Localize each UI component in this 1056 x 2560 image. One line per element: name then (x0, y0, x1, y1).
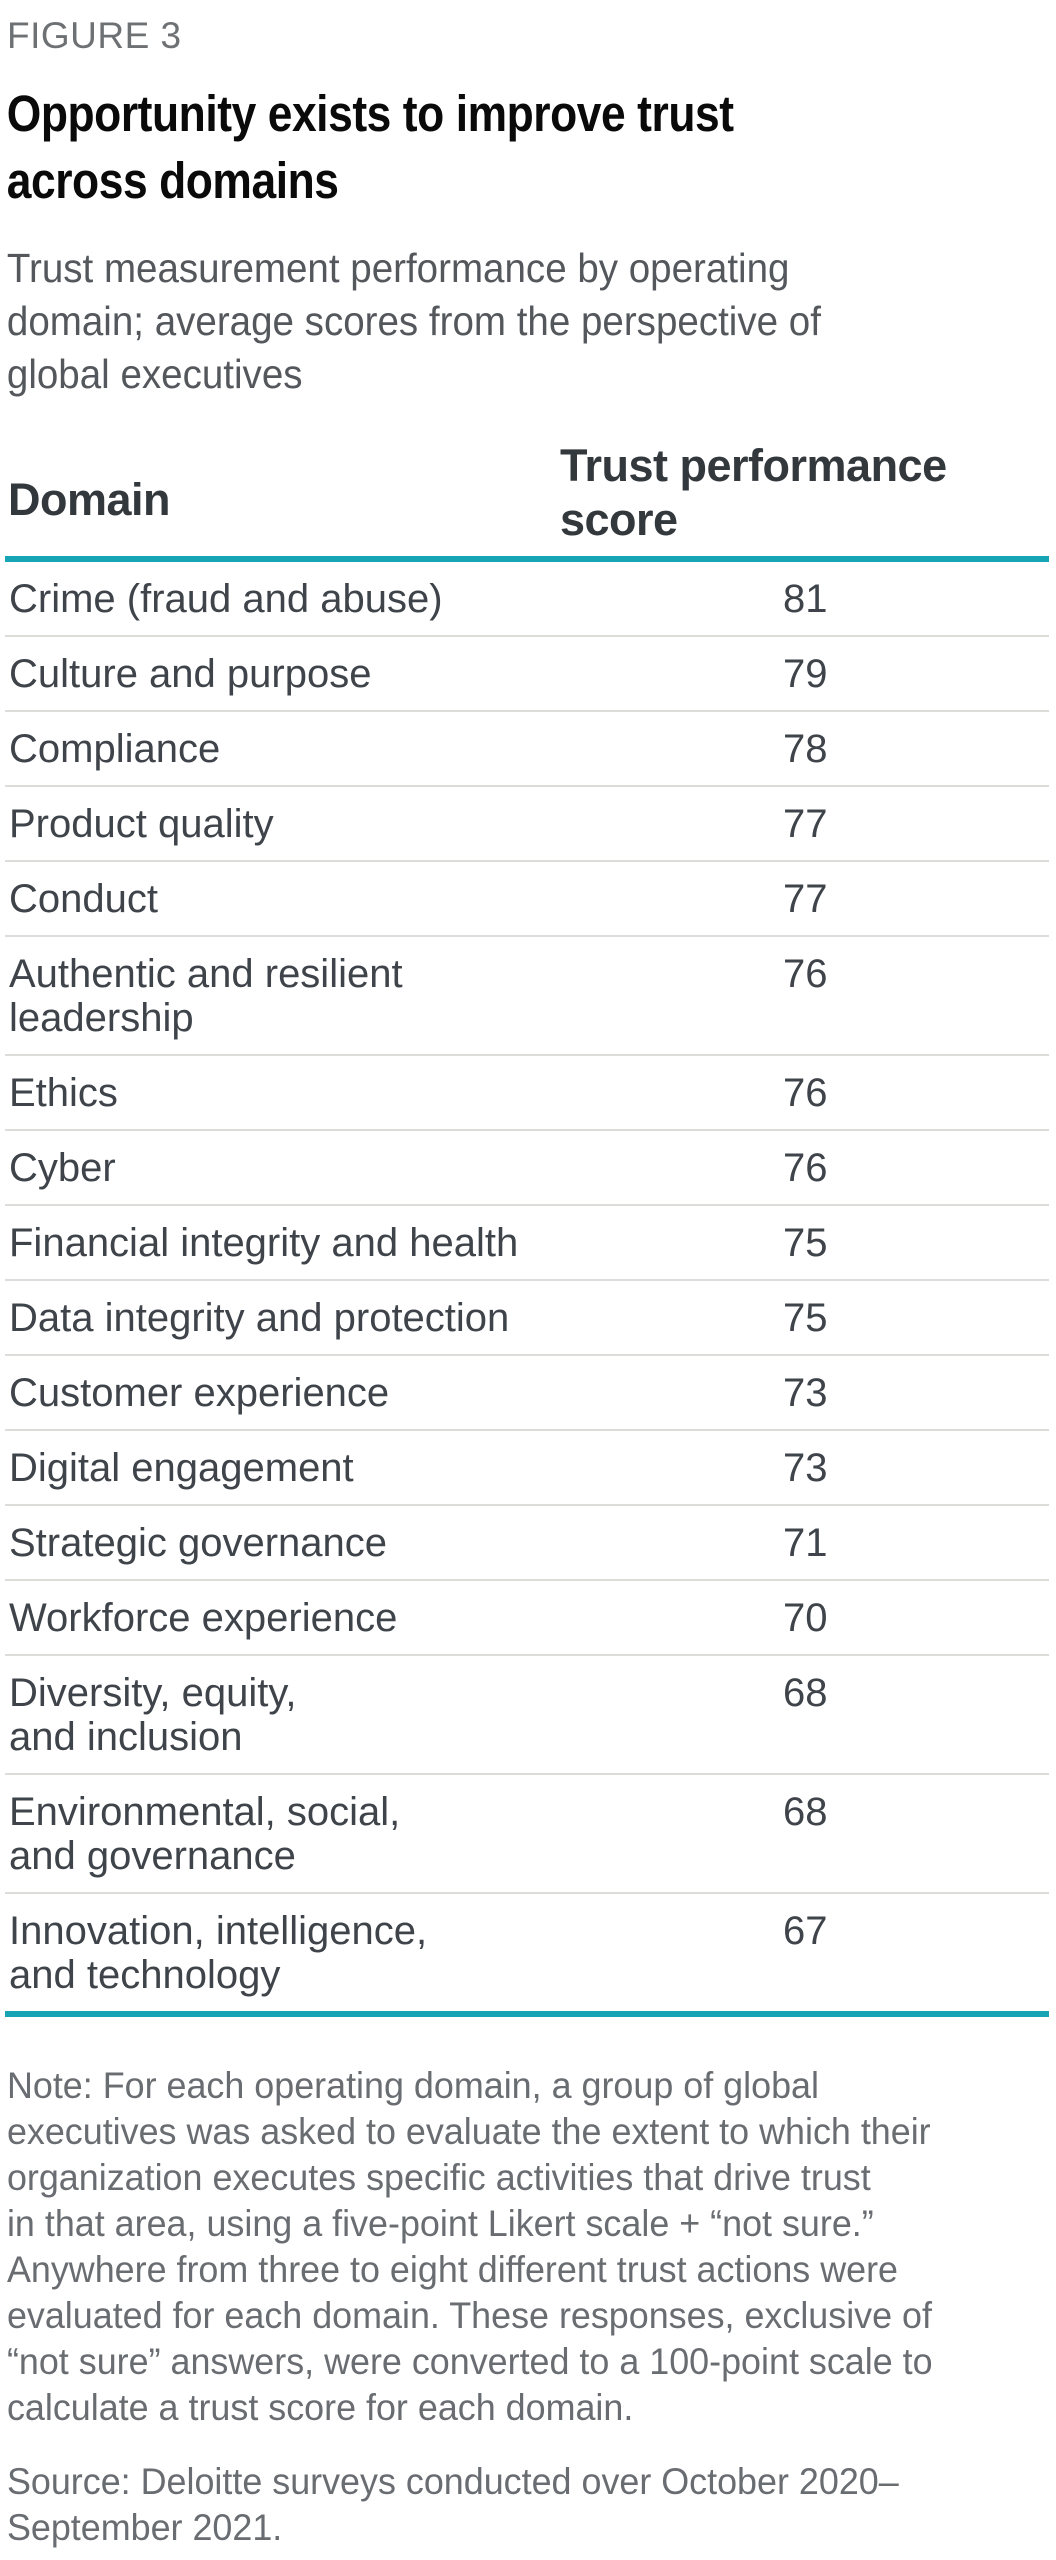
table-row: Ethics 76 (5, 1056, 1049, 1131)
table-row: Strategic governance 71 (5, 1506, 1049, 1581)
score-cell: 76 (783, 952, 828, 996)
score-cell: 75 (783, 1296, 828, 1340)
domain-cell: Innovation, intelligence, and technology (9, 1909, 428, 1997)
score-cell: 77 (783, 877, 828, 921)
table-row: Cyber 76 (5, 1131, 1049, 1206)
table-row: Workforce experience 70 (5, 1581, 1049, 1656)
table-row: Digital engagement 73 (5, 1431, 1049, 1506)
table-bottom-rule (5, 2011, 1049, 2017)
score-cell: 76 (783, 1071, 828, 1115)
table-row: Customer experience 73 (5, 1356, 1049, 1431)
score-cell: 79 (783, 652, 828, 696)
domain-cell: Workforce experience (9, 1596, 398, 1640)
domain-cell: Diversity, equity, and inclusion (9, 1671, 297, 1759)
table-row: Environmental, social, and governance 68 (5, 1775, 1049, 1894)
domain-cell: Authentic and resilient leadership (9, 952, 403, 1040)
domain-cell: Data integrity and protection (9, 1296, 510, 1340)
domain-cell: Financial integrity and health (9, 1221, 519, 1265)
domain-cell: Cyber (9, 1146, 116, 1190)
figure-source: Source: Deloitte surveys conducted over … (6, 2461, 899, 2548)
score-cell: 73 (783, 1371, 828, 1415)
domain-cell: Customer experience (9, 1371, 390, 1415)
domain-cell: Conduct (9, 877, 158, 921)
figure-note: Note: For each operating domain, a group… (6, 2065, 933, 2428)
score-cell: 71 (783, 1521, 828, 1565)
domain-cell: Product quality (9, 802, 274, 846)
domain-cell: Compliance (9, 727, 221, 771)
table-row: Culture and purpose 79 (5, 637, 1049, 712)
column-header-domain: Domain (8, 474, 171, 525)
table-row: Compliance 78 (5, 712, 1049, 787)
table-header-row: Domain Trust performance score (5, 439, 1049, 547)
score-cell: 73 (783, 1446, 828, 1490)
domain-cell: Culture and purpose (9, 652, 372, 696)
table-row: Product quality 77 (5, 787, 1049, 862)
domain-cell: Strategic governance (9, 1521, 388, 1565)
trust-score-table: Domain Trust performance score Crime (fr… (5, 439, 1049, 2017)
table-row: Conduct 77 (5, 862, 1049, 937)
score-cell: 78 (783, 727, 828, 771)
figure-label: FIGURE 3 (7, 15, 182, 56)
figure-title: Opportunity exists to improve trust acro… (6, 85, 734, 209)
figure-subtitle: Trust measurement performance by operati… (6, 245, 821, 397)
domain-cell: Ethics (9, 1071, 118, 1115)
domain-cell: Crime (fraud and abuse) (9, 577, 443, 621)
table-row: Authentic and resilient leadership 76 (5, 937, 1049, 1056)
table-row: Innovation, intelligence, and technology… (5, 1894, 1049, 2011)
table-row: Diversity, equity, and inclusion 68 (5, 1656, 1049, 1775)
score-cell: 75 (783, 1221, 828, 1265)
domain-cell: Digital engagement (9, 1446, 354, 1490)
table-row: Financial integrity and health 75 (5, 1206, 1049, 1281)
score-cell: 81 (783, 577, 828, 621)
score-cell: 68 (783, 1671, 828, 1715)
table-body: Crime (fraud and abuse) 81 Culture and p… (5, 562, 1049, 2011)
domain-cell: Environmental, social, and governance (9, 1790, 401, 1878)
column-header-score: Trust performance score (560, 440, 947, 545)
score-cell: 68 (783, 1790, 828, 1834)
score-cell: 67 (783, 1909, 828, 1953)
score-cell: 70 (783, 1596, 828, 1640)
table-top-rule (5, 556, 1049, 562)
table-row: Data integrity and protection 75 (5, 1281, 1049, 1356)
score-cell: 77 (783, 802, 828, 846)
score-cell: 76 (783, 1146, 828, 1190)
table-row: Crime (fraud and abuse) 81 (5, 562, 1049, 637)
